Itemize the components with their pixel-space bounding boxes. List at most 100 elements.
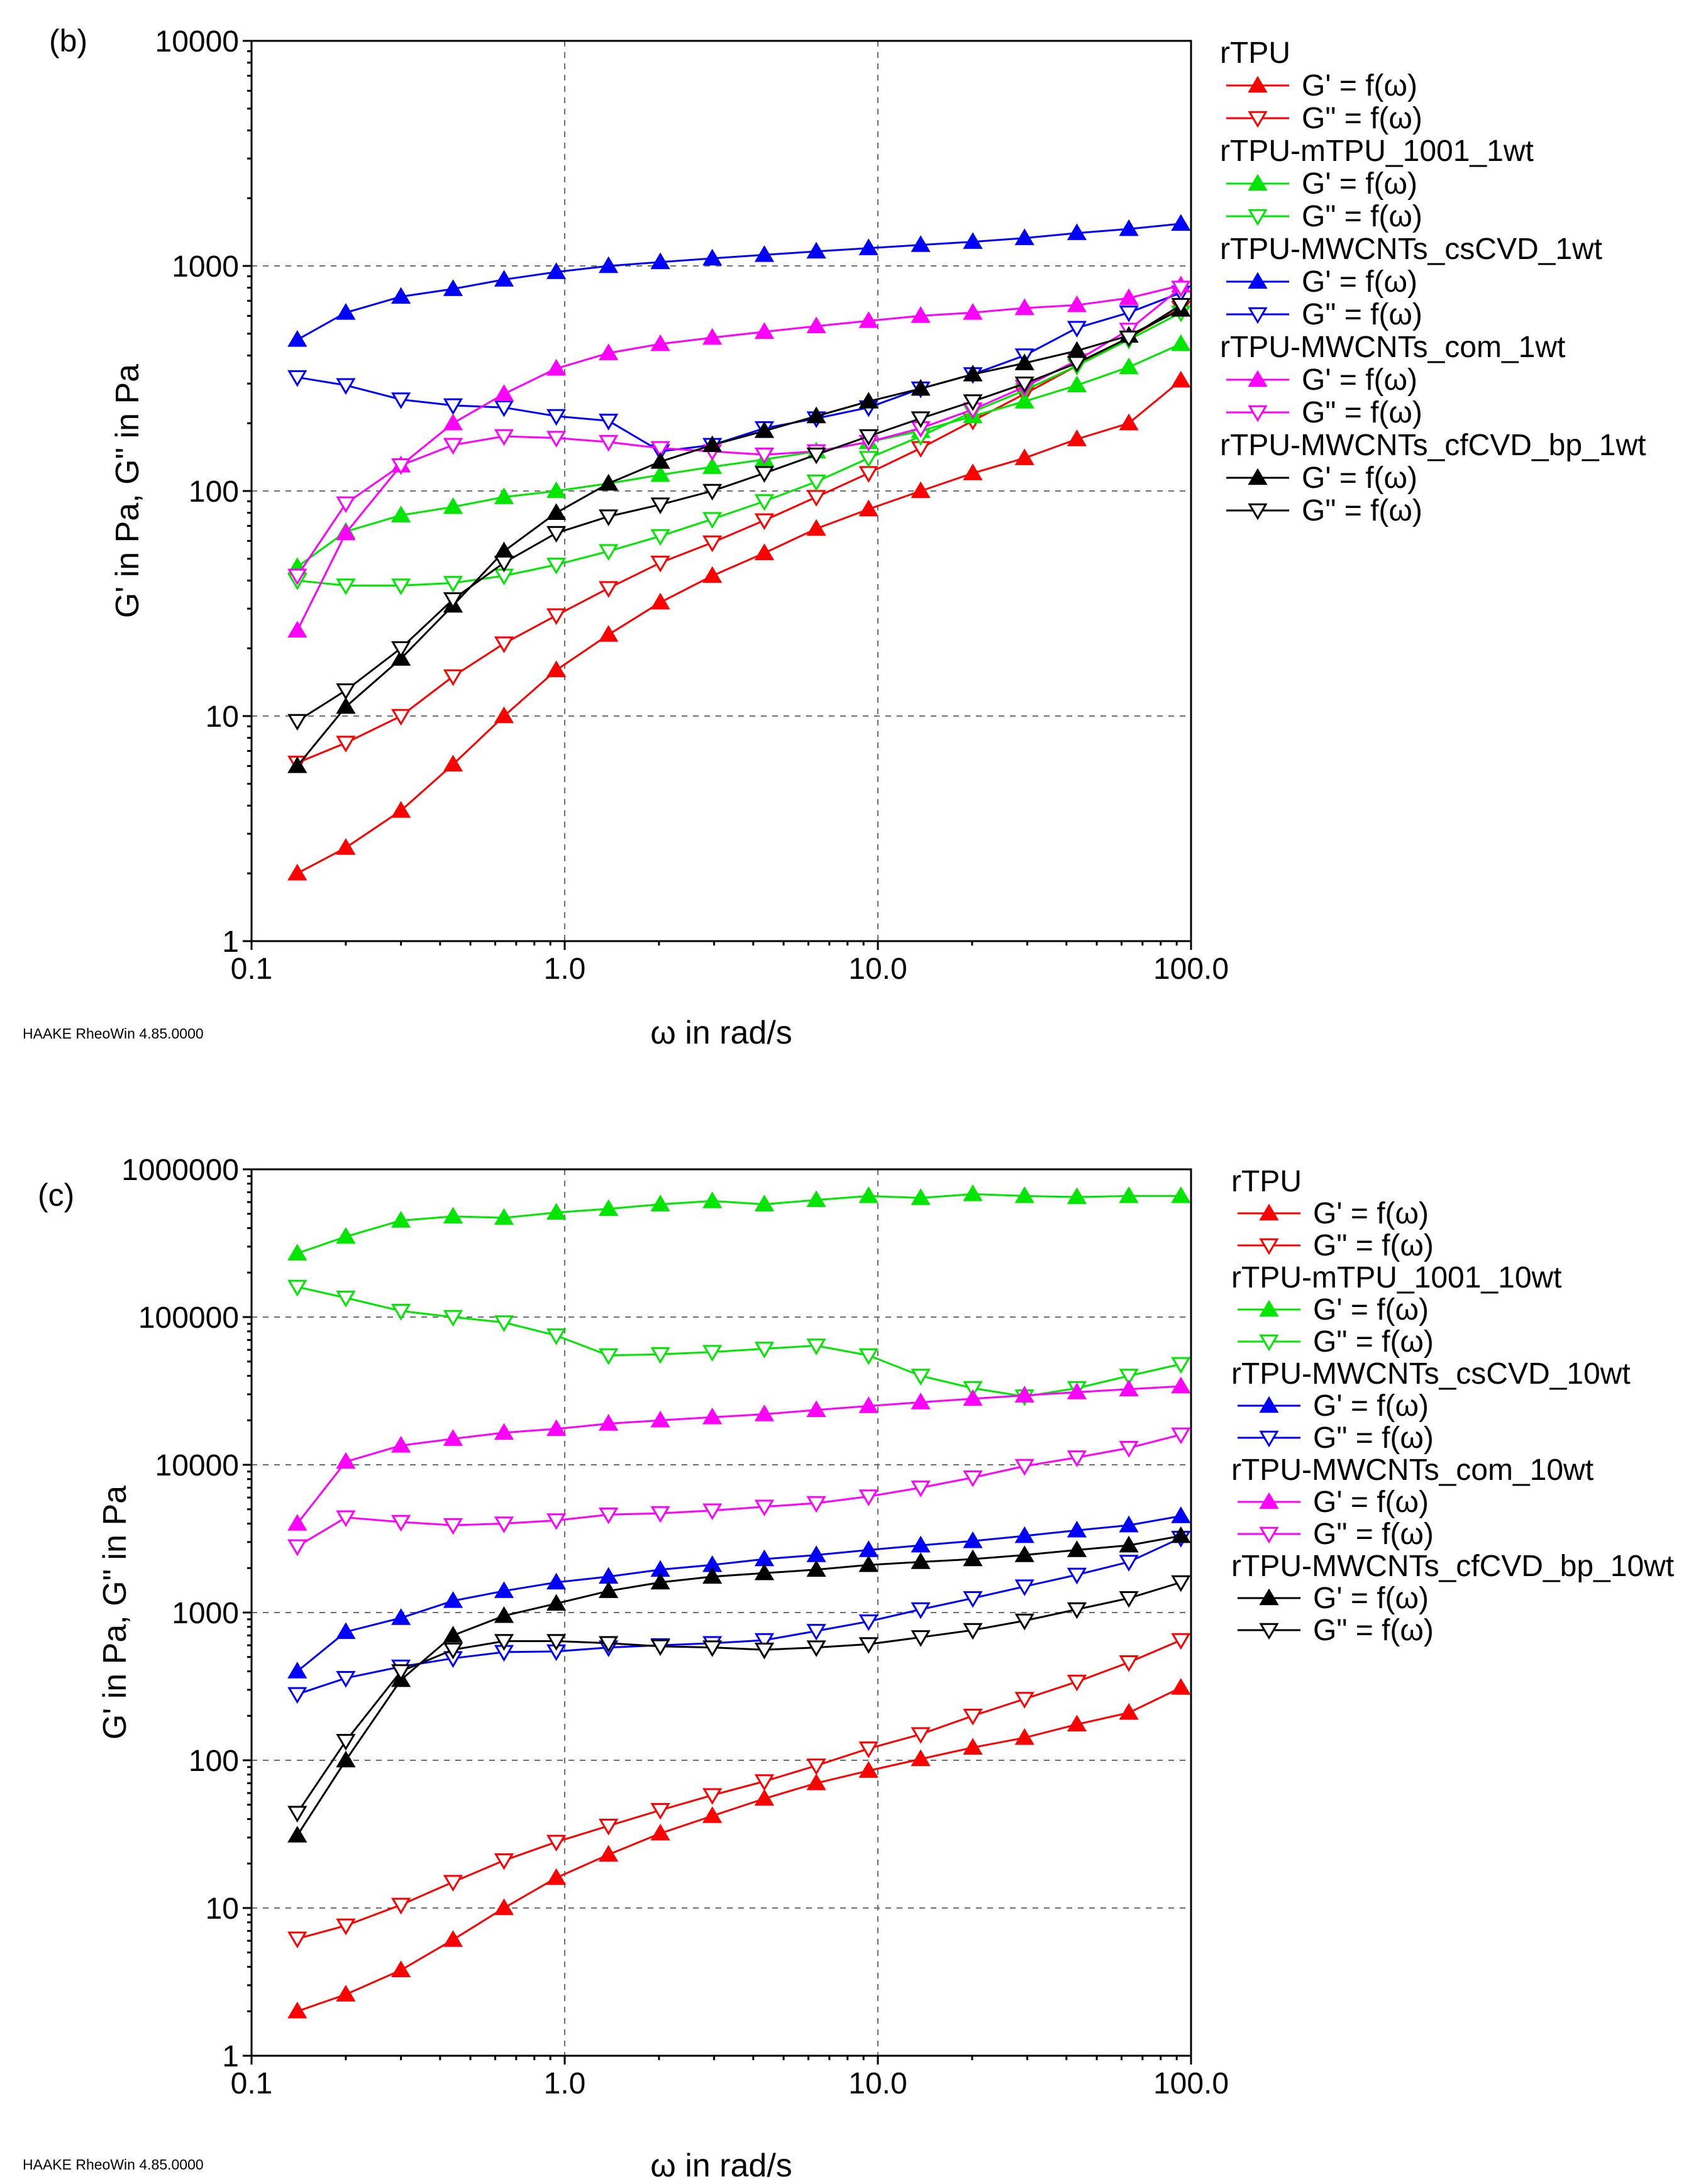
data-point <box>391 1897 411 1915</box>
legend-series-label: G' = f(ω) <box>1313 1486 1429 1519</box>
data-point <box>494 384 514 401</box>
data-point <box>494 1516 514 1533</box>
data-point <box>806 1640 826 1657</box>
data-point <box>599 1845 619 1862</box>
legend-series-label: G" = f(ω) <box>1313 1229 1434 1262</box>
data-point <box>599 581 619 598</box>
legend-series-label: G' = f(ω) <box>1302 363 1417 397</box>
data-point <box>1014 1728 1034 1745</box>
data-point <box>754 1633 775 1650</box>
data-point <box>1014 1579 1034 1596</box>
data-point <box>963 303 983 320</box>
data-point <box>287 1244 308 1260</box>
legend-group-label: rTPU-MWCNTs_com_1wt <box>1220 331 1565 364</box>
data-point <box>1067 429 1087 446</box>
panel-label: (c) <box>38 1177 74 1213</box>
data-point <box>494 270 514 287</box>
data-point <box>911 235 931 252</box>
data-point <box>336 1291 356 1308</box>
series-line <box>297 1639 1182 1940</box>
data-point <box>911 1188 931 1205</box>
data-point <box>1067 375 1087 393</box>
data-point <box>1014 1459 1034 1476</box>
y-tick-label: 10000 <box>155 25 239 58</box>
data-point <box>702 1640 723 1657</box>
data-point <box>1171 1575 1191 1592</box>
data-point <box>599 544 619 561</box>
data-point <box>1014 448 1034 465</box>
data-point <box>806 1624 826 1641</box>
software-footer: HAAKE RheoWin 4.85.0000 <box>23 2156 204 2173</box>
legend-marker <box>1259 1203 1279 1221</box>
legend-marker <box>1248 174 1268 191</box>
data-point <box>650 1803 670 1820</box>
data-point <box>599 509 619 526</box>
x-tick-label: 0.1 <box>231 2067 273 2100</box>
data-point <box>1119 1702 1139 1720</box>
data-point <box>911 1369 931 1386</box>
data-point <box>1067 223 1087 240</box>
data-point <box>494 429 514 446</box>
data-point <box>1067 321 1087 338</box>
data-point <box>963 1470 983 1487</box>
data-point <box>806 406 826 424</box>
data-point <box>858 499 878 517</box>
data-point <box>336 1227 356 1244</box>
series-rTPU-G-prime <box>287 370 1191 881</box>
y-tick-label: 100 <box>189 475 239 509</box>
data-point <box>858 392 878 409</box>
data-point <box>650 529 670 546</box>
series-line <box>297 223 1181 341</box>
data-point <box>287 330 308 347</box>
legend-series-label: G' = f(ω) <box>1302 265 1417 299</box>
data-point <box>754 1774 775 1791</box>
data-point <box>287 1806 308 1823</box>
data-point <box>1171 1633 1191 1650</box>
data-point <box>1119 288 1139 306</box>
data-point <box>650 592 670 610</box>
data-point <box>391 458 411 475</box>
data-point <box>754 322 775 339</box>
data-point <box>494 1634 514 1651</box>
data-point <box>1014 1692 1034 1709</box>
data-point <box>754 1499 775 1517</box>
data-point <box>911 1749 931 1767</box>
data-point <box>1067 295 1087 312</box>
legend-marker <box>1248 272 1268 289</box>
data-point <box>1119 330 1139 348</box>
data-point <box>806 1560 826 1577</box>
data-point <box>336 838 356 855</box>
software-footer: HAAKE RheoWin 4.85.0000 <box>23 1025 204 1042</box>
data-point <box>443 279 463 296</box>
data-point <box>391 287 411 304</box>
data-point <box>599 1414 619 1431</box>
legend-marker <box>1259 1334 1279 1352</box>
data-point <box>546 660 567 678</box>
data-point <box>650 1410 670 1428</box>
data-point <box>650 1572 670 1590</box>
data-point <box>1119 1515 1139 1533</box>
data-point <box>650 441 670 458</box>
legend-marker <box>1248 111 1268 128</box>
legend-group-label: rTPU-MWCNTs_cfCVD_bp_1wt <box>1220 429 1646 462</box>
data-point <box>336 1510 356 1528</box>
series-line <box>297 1433 1182 1548</box>
data-point <box>754 1563 775 1580</box>
data-point <box>336 683 356 700</box>
data-point <box>754 494 775 511</box>
data-point <box>806 1400 826 1418</box>
data-point <box>806 519 826 536</box>
data-point <box>494 636 514 653</box>
data-point <box>754 1194 775 1211</box>
data-point <box>858 1489 878 1506</box>
legend-group-label: rTPU-MWCNTs_csCVD_10wt <box>1231 1357 1631 1391</box>
data-point <box>391 1514 411 1532</box>
legend-marker <box>1248 370 1268 387</box>
data-point <box>391 1664 411 1681</box>
data-point <box>1067 356 1087 373</box>
data-point <box>806 316 826 334</box>
data-point <box>1067 1450 1087 1467</box>
data-point <box>702 1191 723 1208</box>
data-point <box>336 736 356 753</box>
data-point <box>1171 298 1191 315</box>
